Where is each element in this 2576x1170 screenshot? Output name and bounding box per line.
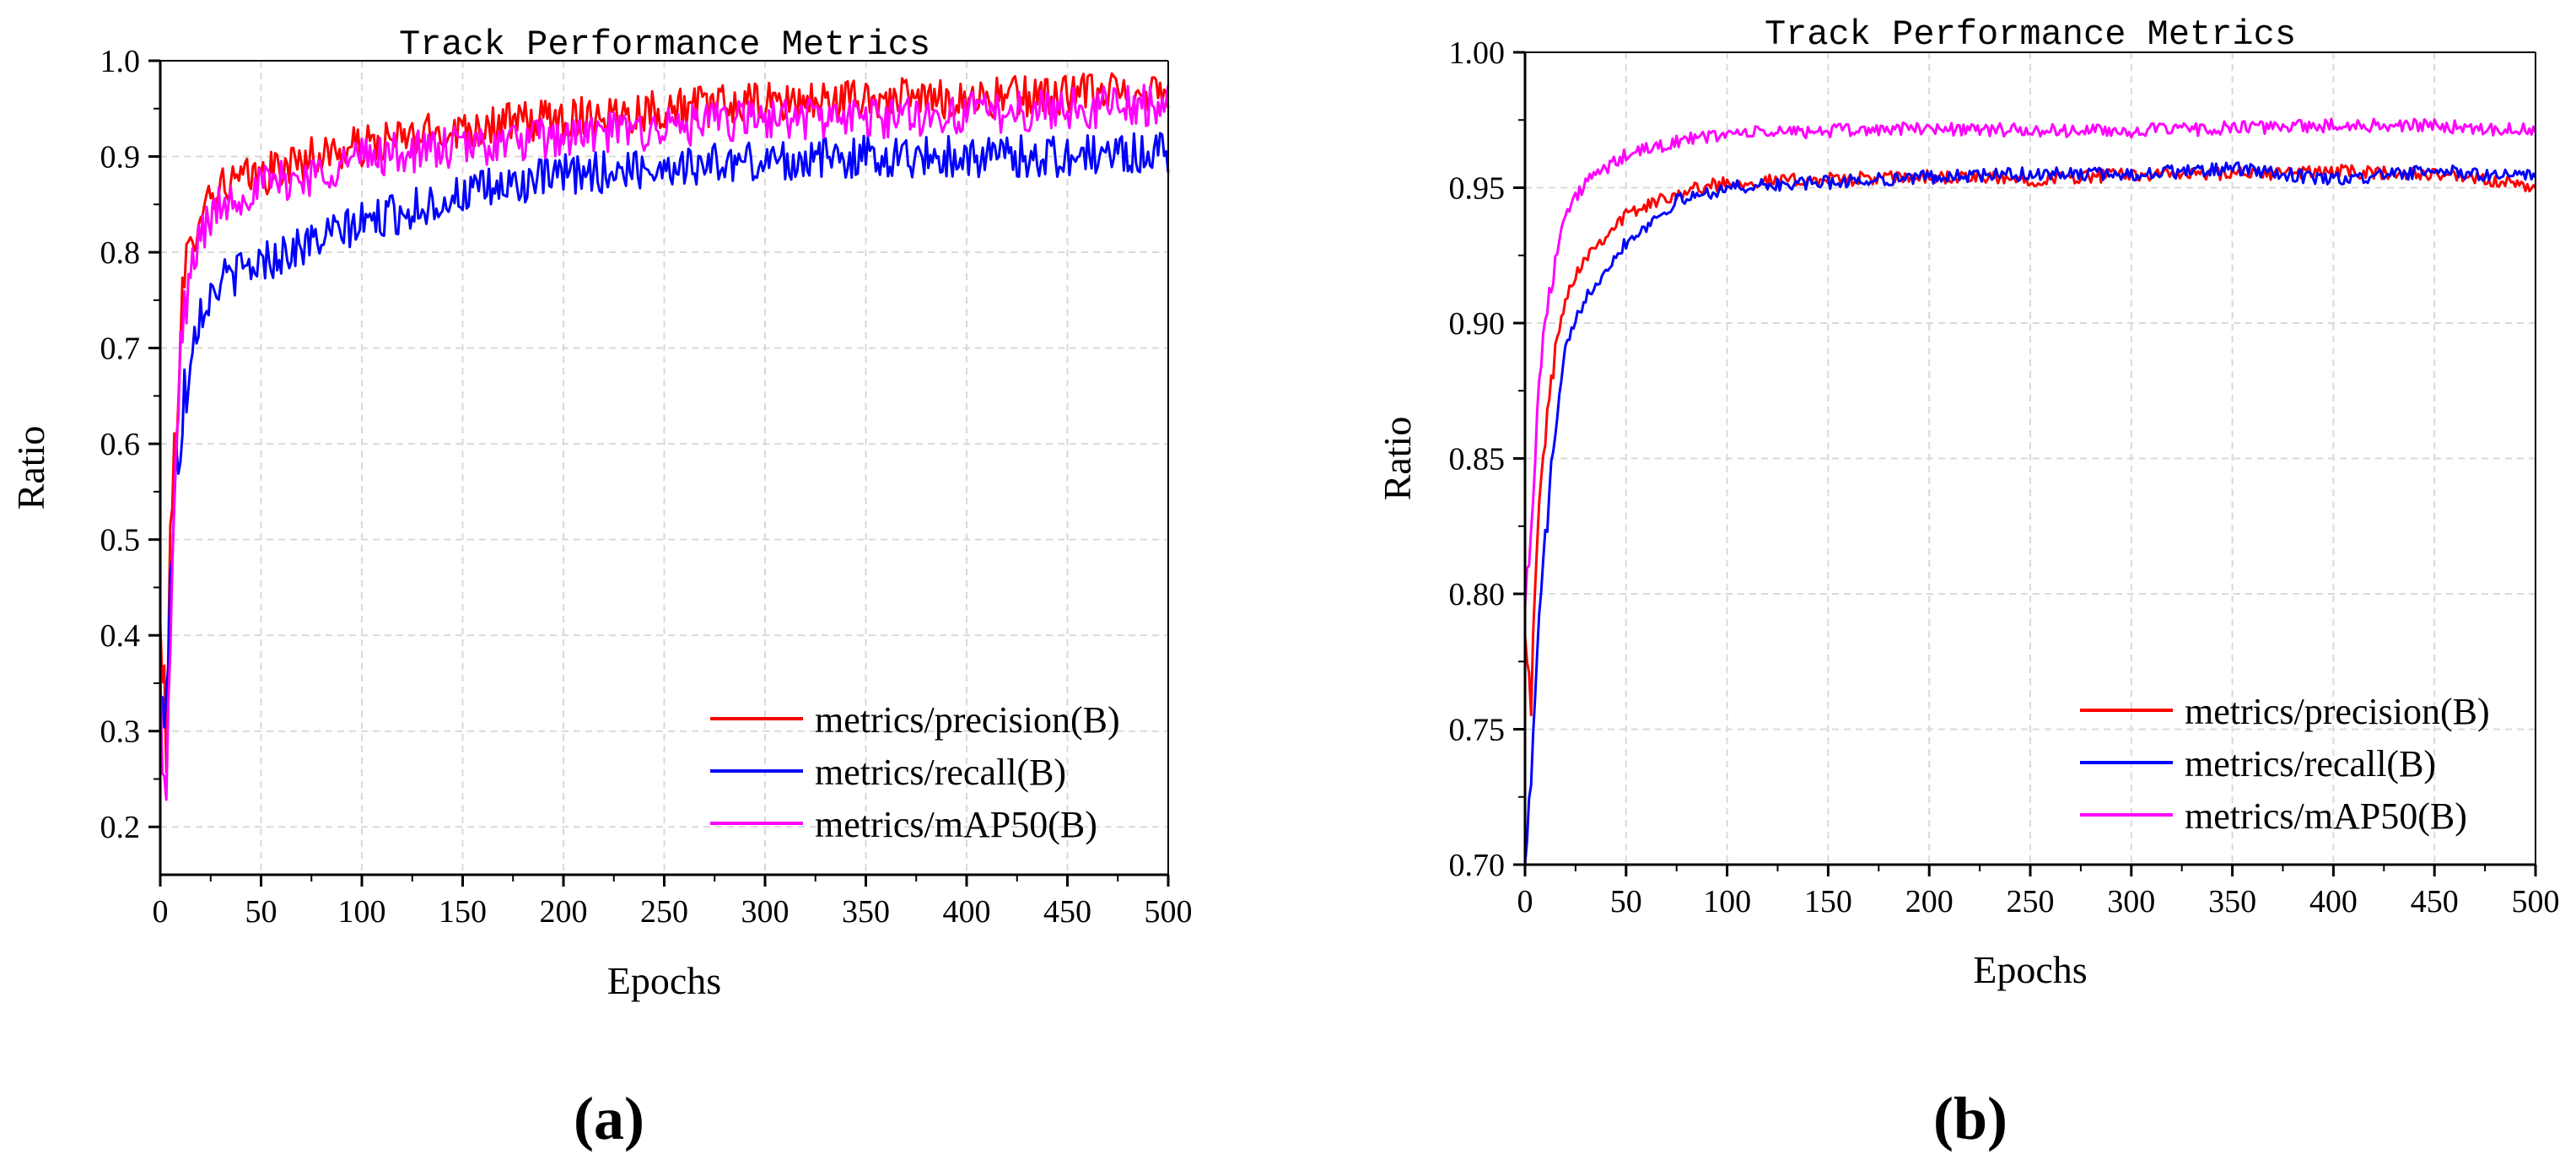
caption-a: (a) [574, 1088, 644, 1149]
x-tick-label: 400 [943, 894, 991, 930]
x-tick-label: 200 [540, 894, 588, 930]
chart-panel-a: 0 50 100 150 200 250 300 350 400 450 500 0.2 0.3 0.4 0… [9, 24, 1193, 1002]
x-tick-label: 100 [1703, 884, 1751, 919]
series-line-metrics/precision(B) [159, 72, 1170, 774]
x-axis-label: Epochs [1973, 948, 2087, 991]
caption-b-label: (b) [1933, 1085, 2007, 1152]
series-line-metrics/precision(B) [1523, 164, 2537, 717]
y-tick-label: 0.7 [100, 332, 141, 367]
x-tick-label: 100 [338, 894, 386, 930]
x-tick-label: 300 [741, 894, 790, 930]
x-tick-label: 200 [1905, 884, 1954, 919]
y-tick-label: 0.3 [100, 714, 141, 750]
y-tick-label: 0.6 [100, 427, 141, 462]
x-tick-label: 500 [1145, 894, 1193, 930]
y-tick-label: 0.5 [100, 523, 141, 558]
y-axis-label: Ratio [9, 426, 52, 510]
legend-label: metrics/mAP50(B) [815, 804, 1097, 845]
x-tick-label: 150 [1804, 884, 1852, 919]
x-tick-label: 450 [2411, 884, 2459, 919]
y-tick-label: 0.90 [1449, 306, 1506, 342]
series-line-metrics/recall(B) [1523, 161, 2537, 865]
y-tick-label: 0.85 [1449, 442, 1506, 477]
legend-label: metrics/recall(B) [2185, 743, 2436, 784]
legend-label: metrics/precision(B) [815, 699, 1120, 741]
caption-b: (b) [1933, 1088, 2007, 1149]
x-tick-label: 250 [2007, 884, 2055, 919]
y-tick-label: 0.8 [100, 235, 141, 271]
x-tick-label: 500 [2512, 884, 2560, 919]
legend-label: metrics/recall(B) [815, 752, 1066, 793]
x-tick-label: 350 [842, 894, 890, 930]
chart-title: Track Performance Metrics [1765, 14, 2296, 55]
y-axis-label: Ratio [1376, 417, 1419, 501]
legend-label: metrics/precision(B) [2185, 691, 2490, 732]
series-line-metrics/mAP50(B) [1523, 117, 2537, 607]
x-tick-label: 0 [153, 894, 169, 930]
chart-title: Track Performance Metrics [399, 24, 930, 65]
x-tick-label: 350 [2208, 884, 2256, 919]
x-tick-label: 50 [245, 894, 278, 930]
x-tick-label: 150 [439, 894, 487, 930]
chart-panel-b: 0 50 100 150 200 250 300 350 400 450 500 0.70 0.75 0.… [1376, 14, 2560, 991]
x-tick-label: 300 [2107, 884, 2155, 919]
y-tick-label: 0.9 [100, 140, 141, 175]
y-tick-label: 0.4 [100, 618, 141, 654]
x-tick-label: 400 [2309, 884, 2358, 919]
y-tick-label: 0.75 [1449, 713, 1506, 748]
y-tick-label: 0.80 [1449, 577, 1506, 612]
x-axis-label: Epochs [607, 959, 721, 1002]
legend-label: metrics/mAP50(B) [2185, 795, 2467, 837]
x-tick-label: 250 [640, 894, 688, 930]
y-tick-label: 0.2 [100, 810, 141, 845]
x-tick-label: 450 [1043, 894, 1091, 930]
y-tick-label: 1.0 [100, 44, 141, 79]
caption-a-label: (a) [574, 1085, 644, 1152]
y-tick-label: 1.00 [1449, 35, 1506, 71]
series-line-metrics/mAP50(B) [159, 84, 1170, 801]
y-tick-label: 0.95 [1449, 171, 1506, 207]
x-tick-label: 50 [1610, 884, 1642, 919]
y-tick-label: 0.70 [1449, 848, 1506, 883]
x-tick-label: 0 [1517, 884, 1533, 919]
series-line-metrics/recall(B) [159, 132, 1170, 729]
